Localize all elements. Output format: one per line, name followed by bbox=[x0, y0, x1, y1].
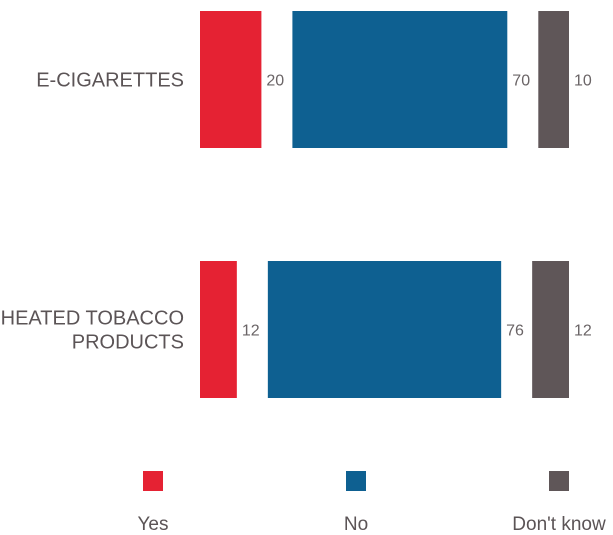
category-label: PRODUCTS bbox=[72, 332, 184, 354]
labels-group: E-CIGARETTES 20 70 10 HEATED TOBACCOPRODUCTS… bbox=[1, 70, 592, 354]
bar-no bbox=[292, 11, 508, 148]
bar-don-t-know bbox=[532, 261, 569, 398]
category-label: HEATED TOBACCO bbox=[1, 308, 184, 330]
legend-swatch bbox=[549, 471, 569, 491]
bar-don-t-know bbox=[538, 11, 569, 148]
legend-swatch bbox=[346, 471, 366, 491]
legend-label: No bbox=[344, 514, 368, 535]
bar-no bbox=[267, 261, 502, 398]
data-label: 70 bbox=[512, 73, 530, 90]
legend-swatch bbox=[143, 471, 163, 491]
legend: Yes No Don't know bbox=[138, 471, 606, 535]
data-label: 20 bbox=[266, 73, 284, 90]
data-label: 12 bbox=[574, 323, 592, 340]
data-label: 76 bbox=[506, 323, 524, 340]
legend-label: Don't know bbox=[512, 514, 606, 535]
bar-yes bbox=[200, 261, 237, 398]
data-label: 10 bbox=[574, 73, 592, 90]
data-label: 12 bbox=[242, 323, 260, 340]
bars-group bbox=[200, 11, 569, 398]
bar-yes bbox=[200, 11, 262, 148]
legend-label: Yes bbox=[138, 514, 169, 535]
category-label: E-CIGARETTES bbox=[36, 70, 184, 92]
